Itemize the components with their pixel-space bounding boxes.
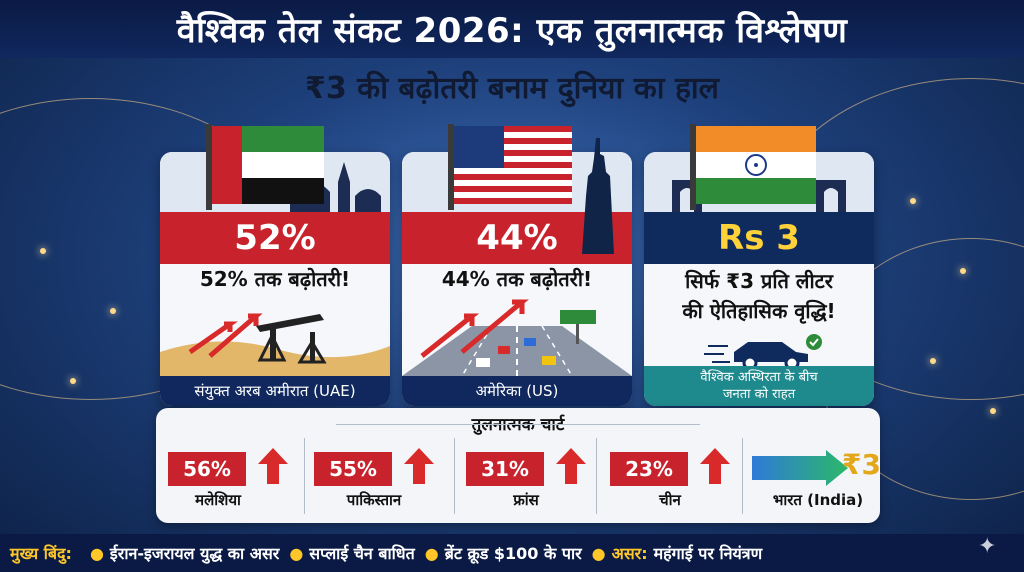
malaysia-value: 56% xyxy=(168,452,246,486)
malaysia-label: मलेशिया xyxy=(195,491,241,509)
effect-text: महंगाई पर नियंत्रण xyxy=(653,544,763,563)
uae-flag-icon xyxy=(212,126,324,204)
india-flag-icon xyxy=(696,126,816,204)
key-points-label: मुख्य बिंदु: xyxy=(10,544,72,563)
india-flag-pole xyxy=(690,124,696,210)
up-arrow-icon xyxy=(556,448,586,484)
highway-traffic-icon xyxy=(402,299,632,376)
india-relief-label: वैश्विक अस्थिरता के बीच जनता को राहत xyxy=(644,366,874,406)
pakistan-item: 55% पाकिस्तान xyxy=(314,448,444,514)
us-flag-icon xyxy=(454,126,572,204)
us-increase-text: 44% तक बढ़ोतरी! xyxy=(441,267,593,291)
uae-percent-band: 52% xyxy=(160,212,390,264)
up-arrow-icon xyxy=(700,448,730,484)
india-increase-text-1: सिर्फ ₹3 प्रति लीटर xyxy=(685,269,833,293)
page-subtitle: ₹3 की बढ़ोतरी बनाम दुनिया का हाल xyxy=(304,71,719,106)
france-value: 31% xyxy=(466,452,544,486)
title-rule xyxy=(336,424,700,425)
us-flag-pole xyxy=(448,124,454,210)
france-label: फ्रांस xyxy=(513,491,539,509)
india-item: ₹3 भारत (India) xyxy=(752,448,881,514)
key-point-1: ईरान-इजरायल युद्ध का असर xyxy=(109,544,280,563)
india-value: ₹3 xyxy=(842,448,881,481)
up-arrow-icon xyxy=(258,448,288,484)
india-increase-text-2: की ऐतिहासिक वृद्धि! xyxy=(682,299,836,323)
up-arrow-icon xyxy=(404,448,434,484)
china-label: चीन xyxy=(659,491,681,509)
pakistan-value: 55% xyxy=(314,452,392,486)
separator xyxy=(304,438,305,514)
key-point-3: ब्रेंट क्रूड $100 के पार xyxy=(444,544,582,563)
uae-country-label: संयुक्त अरब अमीरात (UAE) xyxy=(160,376,390,406)
effect-label: असर: xyxy=(611,544,648,563)
india-relief-line-2: जनता को राहत xyxy=(722,387,796,402)
bullet-icon: ● xyxy=(89,543,104,563)
us-country-label: अमेरिका (US) xyxy=(402,376,632,406)
page-title: वैश्विक तेल संकट 2026: एक तुलनात्मक विश्… xyxy=(0,0,1024,58)
key-points-bar: मुख्य बिंदु: ● ईरान-इजरायल युद्ध का असर … xyxy=(0,534,1024,572)
malaysia-item: 56% मलेशिया xyxy=(168,448,298,514)
key-point-2: सप्लाई चैन बाधित xyxy=(309,544,415,563)
india-relief-line-1: वैश्विक अस्थिरता के बीच xyxy=(700,370,818,385)
bullet-icon: ● xyxy=(289,543,304,563)
right-arrow-icon xyxy=(752,450,848,486)
comparison-chart-panel: तुलनात्मक चार्ट 56% मलेशिया 55% पाकिस्ता… xyxy=(156,408,881,523)
bullet-icon: ● xyxy=(591,543,606,563)
comparison-title: तुलनात्मक चार्ट xyxy=(471,415,565,435)
separator xyxy=(596,438,597,514)
sparkle-icon: ✦ xyxy=(978,534,997,559)
india-label: भारत (India) xyxy=(772,491,864,509)
uae-flag-pole xyxy=(206,124,212,210)
bullet-icon: ● xyxy=(424,543,439,563)
oil-pumpjack-icon xyxy=(160,313,390,376)
india-price-band: Rs 3 xyxy=(644,212,874,264)
separator xyxy=(454,438,455,514)
china-item: 23% चीन xyxy=(610,448,740,514)
statue-of-liberty-icon xyxy=(582,138,614,254)
china-value: 23% xyxy=(610,452,688,486)
separator xyxy=(742,438,743,514)
france-item: 31% फ्रांस xyxy=(466,448,596,514)
pakistan-label: पाकिस्तान xyxy=(346,491,402,509)
uae-increase-text: 52% तक बढ़ोतरी! xyxy=(199,267,351,291)
